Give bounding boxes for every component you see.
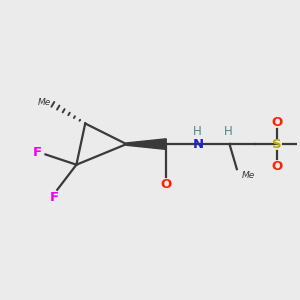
Text: O: O (271, 116, 282, 128)
Text: Me: Me (38, 98, 51, 107)
Text: H: H (224, 125, 233, 138)
Text: N: N (193, 138, 204, 151)
Text: Me: Me (241, 171, 254, 180)
Polygon shape (126, 139, 166, 149)
Text: O: O (271, 160, 282, 173)
Text: S: S (272, 138, 281, 151)
Text: F: F (33, 146, 42, 159)
Text: H: H (193, 125, 202, 138)
Text: O: O (160, 178, 172, 191)
Text: F: F (50, 191, 59, 205)
